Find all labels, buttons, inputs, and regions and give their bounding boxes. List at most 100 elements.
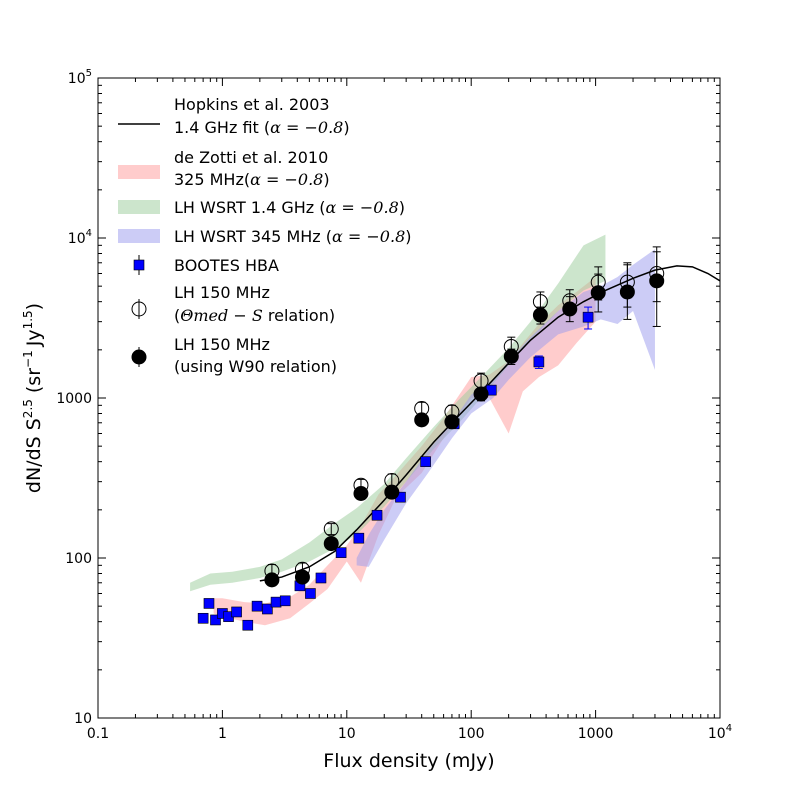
legend-entry-0-label-close: ) [343, 118, 349, 137]
bootes-point [197, 612, 209, 624]
x-tick-label-power: 4 [726, 723, 732, 734]
bootes-point [262, 603, 273, 615]
legend-entry-0-label: 1.4 GHz fit (α = −0.8) [174, 118, 350, 137]
legend-entry-6-marker [131, 349, 147, 365]
y-axis-label-units-tail-power: 1.5 [21, 310, 35, 329]
bootes-point [242, 619, 254, 631]
lh-filled-point [294, 569, 310, 585]
legend-entry-4-label-text: BOOTES HBA [174, 256, 279, 275]
axis-ticks [97, 77, 721, 719]
legend-entry-5-title: LH 150 MHz [174, 283, 270, 302]
y-axis-label-main: dN/dS S [23, 418, 45, 493]
bootes-point [371, 509, 383, 521]
legend-entry-1-label: 325 MHz(α = −0.8) [174, 170, 330, 189]
lh-filled-point [619, 284, 635, 300]
y-axis-label-units-power: −1 [21, 350, 35, 368]
y-tick-label-base: 10 [68, 231, 86, 247]
legend-entry-5-label-text: ( [174, 306, 180, 325]
x-tick-label: 104 [708, 723, 732, 742]
legend-entry-6-label-text: (using W90 relation) [174, 357, 337, 376]
legend-entry-5-label: (Θmed − S relation) [174, 306, 335, 325]
legend-entry-0-label-math: α = −0.8 [270, 118, 343, 137]
legend-entry-2-swatch [118, 200, 160, 214]
y-axis-label: dN/dS S2.5 (sr−1 Jy1.5) [21, 303, 45, 493]
x-tick-label: 1 [218, 726, 227, 742]
lh-filled-point [532, 307, 548, 323]
legend-entry-5-marker [131, 301, 147, 317]
y-axis-label-units-tail: Jy [23, 329, 45, 347]
x-tick-label: 10 [338, 726, 356, 742]
legend-entry-2-label-text: LH WSRT 1.4 GHz ( [174, 198, 326, 217]
bootes-point [420, 456, 431, 467]
bootes-point [353, 532, 365, 544]
y-tick-label: 10 [74, 711, 92, 727]
bootes-point [251, 600, 263, 612]
legend-entry-3-label-math: α = −0.8 [332, 227, 405, 246]
y-tick-label-power: 4 [86, 228, 92, 239]
y-tick-label: 105 [68, 68, 92, 87]
y-tick-label: 104 [68, 228, 92, 247]
legend-entry-3-label-text: LH WSRT 345 MHz ( [174, 227, 332, 246]
x-tick-label: 0.1 [87, 726, 109, 742]
y-tick-label: 100 [65, 551, 92, 567]
legend-entry-2-label-math: α = −0.8 [326, 198, 399, 217]
x-tick-label-base: 0.1 [87, 726, 109, 742]
legend-entry-5-label-math: Θmed − S [180, 306, 263, 325]
x-tick-label-base: 1 [218, 726, 227, 742]
bootes-point [203, 598, 215, 609]
lh-filled-point [473, 386, 489, 402]
lh-filled-point [353, 486, 369, 502]
legend-entry-2-label-close: ) [399, 198, 405, 217]
y-tick-label: 1000 [56, 391, 92, 407]
y-tick-label-base: 1000 [56, 391, 92, 407]
y-tick-label-base: 10 [68, 71, 86, 87]
y-axis-label-close: ) [23, 303, 45, 310]
lh-filled-point [323, 536, 339, 552]
y-tick-label-base: 10 [74, 711, 92, 727]
x-tick-label-base: 10 [708, 726, 726, 742]
legend-entry-1-label-close: ) [323, 170, 329, 189]
lh-filled-point [414, 412, 430, 428]
x-tick-label: 1000 [578, 726, 614, 742]
legend-entry-5-label-close: relation) [263, 306, 335, 325]
bootes-point [335, 547, 347, 558]
legend-entry-1-swatch [118, 165, 160, 179]
bootes-point [582, 311, 594, 323]
lh-filled-point [444, 414, 460, 430]
legend-entry-0-label-text: 1.4 GHz fit ( [174, 118, 270, 137]
lh-filled-point [384, 484, 400, 500]
bootes-point [279, 595, 291, 607]
legend-entry-1-title: de Zotti et al. 2010 [174, 148, 328, 167]
legend-entry-1-label-math: α = −0.8 [250, 170, 323, 189]
lh-filled-point [562, 301, 578, 317]
legend-entry-2-label: LH WSRT 1.4 GHz (α = −0.8) [174, 198, 405, 217]
legend-entry-4-label: BOOTES HBA [174, 256, 279, 275]
bootes-point [270, 596, 282, 608]
legend-entry-3-label-close: ) [405, 227, 411, 246]
x-tick-label-base: 1000 [578, 726, 614, 742]
bootes-point [533, 356, 545, 368]
legend-entry-3-swatch [118, 229, 160, 243]
y-axis-label-power: 2.5 [21, 399, 35, 418]
x-tick-label-base: 10 [338, 726, 356, 742]
legend-entry-3-label: LH WSRT 345 MHz (α = −0.8) [174, 227, 412, 246]
legend-entry-4-marker [133, 259, 145, 271]
data-markers [197, 265, 665, 631]
legend-entry-6-label: (using W90 relation) [174, 357, 337, 376]
lh-filled-point [503, 348, 519, 364]
x-tick-label: 100 [458, 726, 485, 742]
bootes-point [210, 614, 221, 626]
y-tick-label-base: 100 [65, 551, 92, 567]
bootes-point [305, 588, 316, 599]
lh-open-point [323, 521, 339, 537]
lh-filled-point [649, 273, 665, 289]
lh-filled-point [590, 285, 606, 301]
bootes-point [231, 606, 242, 618]
bootes-point [315, 572, 327, 584]
x-tick-label-base: 100 [458, 726, 485, 742]
lh-filled-point [264, 572, 280, 588]
y-axis-label-units: (sr [23, 368, 45, 393]
